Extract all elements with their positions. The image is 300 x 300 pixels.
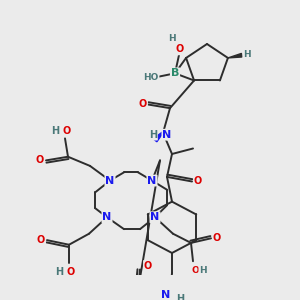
Text: H: H: [176, 294, 184, 300]
Text: H: H: [55, 267, 63, 277]
Text: N: N: [150, 212, 160, 222]
Text: H: H: [243, 50, 251, 59]
Text: N: N: [161, 290, 171, 300]
Text: O: O: [63, 126, 71, 136]
Text: O: O: [191, 266, 199, 275]
Text: O: O: [139, 100, 147, 110]
Text: O: O: [36, 155, 44, 165]
Text: N: N: [102, 212, 112, 222]
Text: H: H: [149, 130, 157, 140]
Text: O: O: [176, 44, 184, 55]
Text: B: B: [171, 68, 179, 78]
Text: O: O: [194, 176, 202, 187]
Text: N: N: [147, 176, 157, 186]
Polygon shape: [153, 130, 165, 142]
Text: N: N: [162, 130, 172, 140]
Text: H: H: [199, 266, 207, 275]
Polygon shape: [228, 53, 242, 58]
Text: O: O: [37, 235, 45, 245]
Text: HO: HO: [143, 74, 159, 82]
Text: O: O: [144, 261, 152, 271]
Text: H: H: [51, 126, 59, 136]
Text: O: O: [213, 233, 221, 243]
Text: N: N: [105, 176, 115, 186]
Text: O: O: [67, 267, 75, 277]
Text: H: H: [168, 34, 176, 43]
